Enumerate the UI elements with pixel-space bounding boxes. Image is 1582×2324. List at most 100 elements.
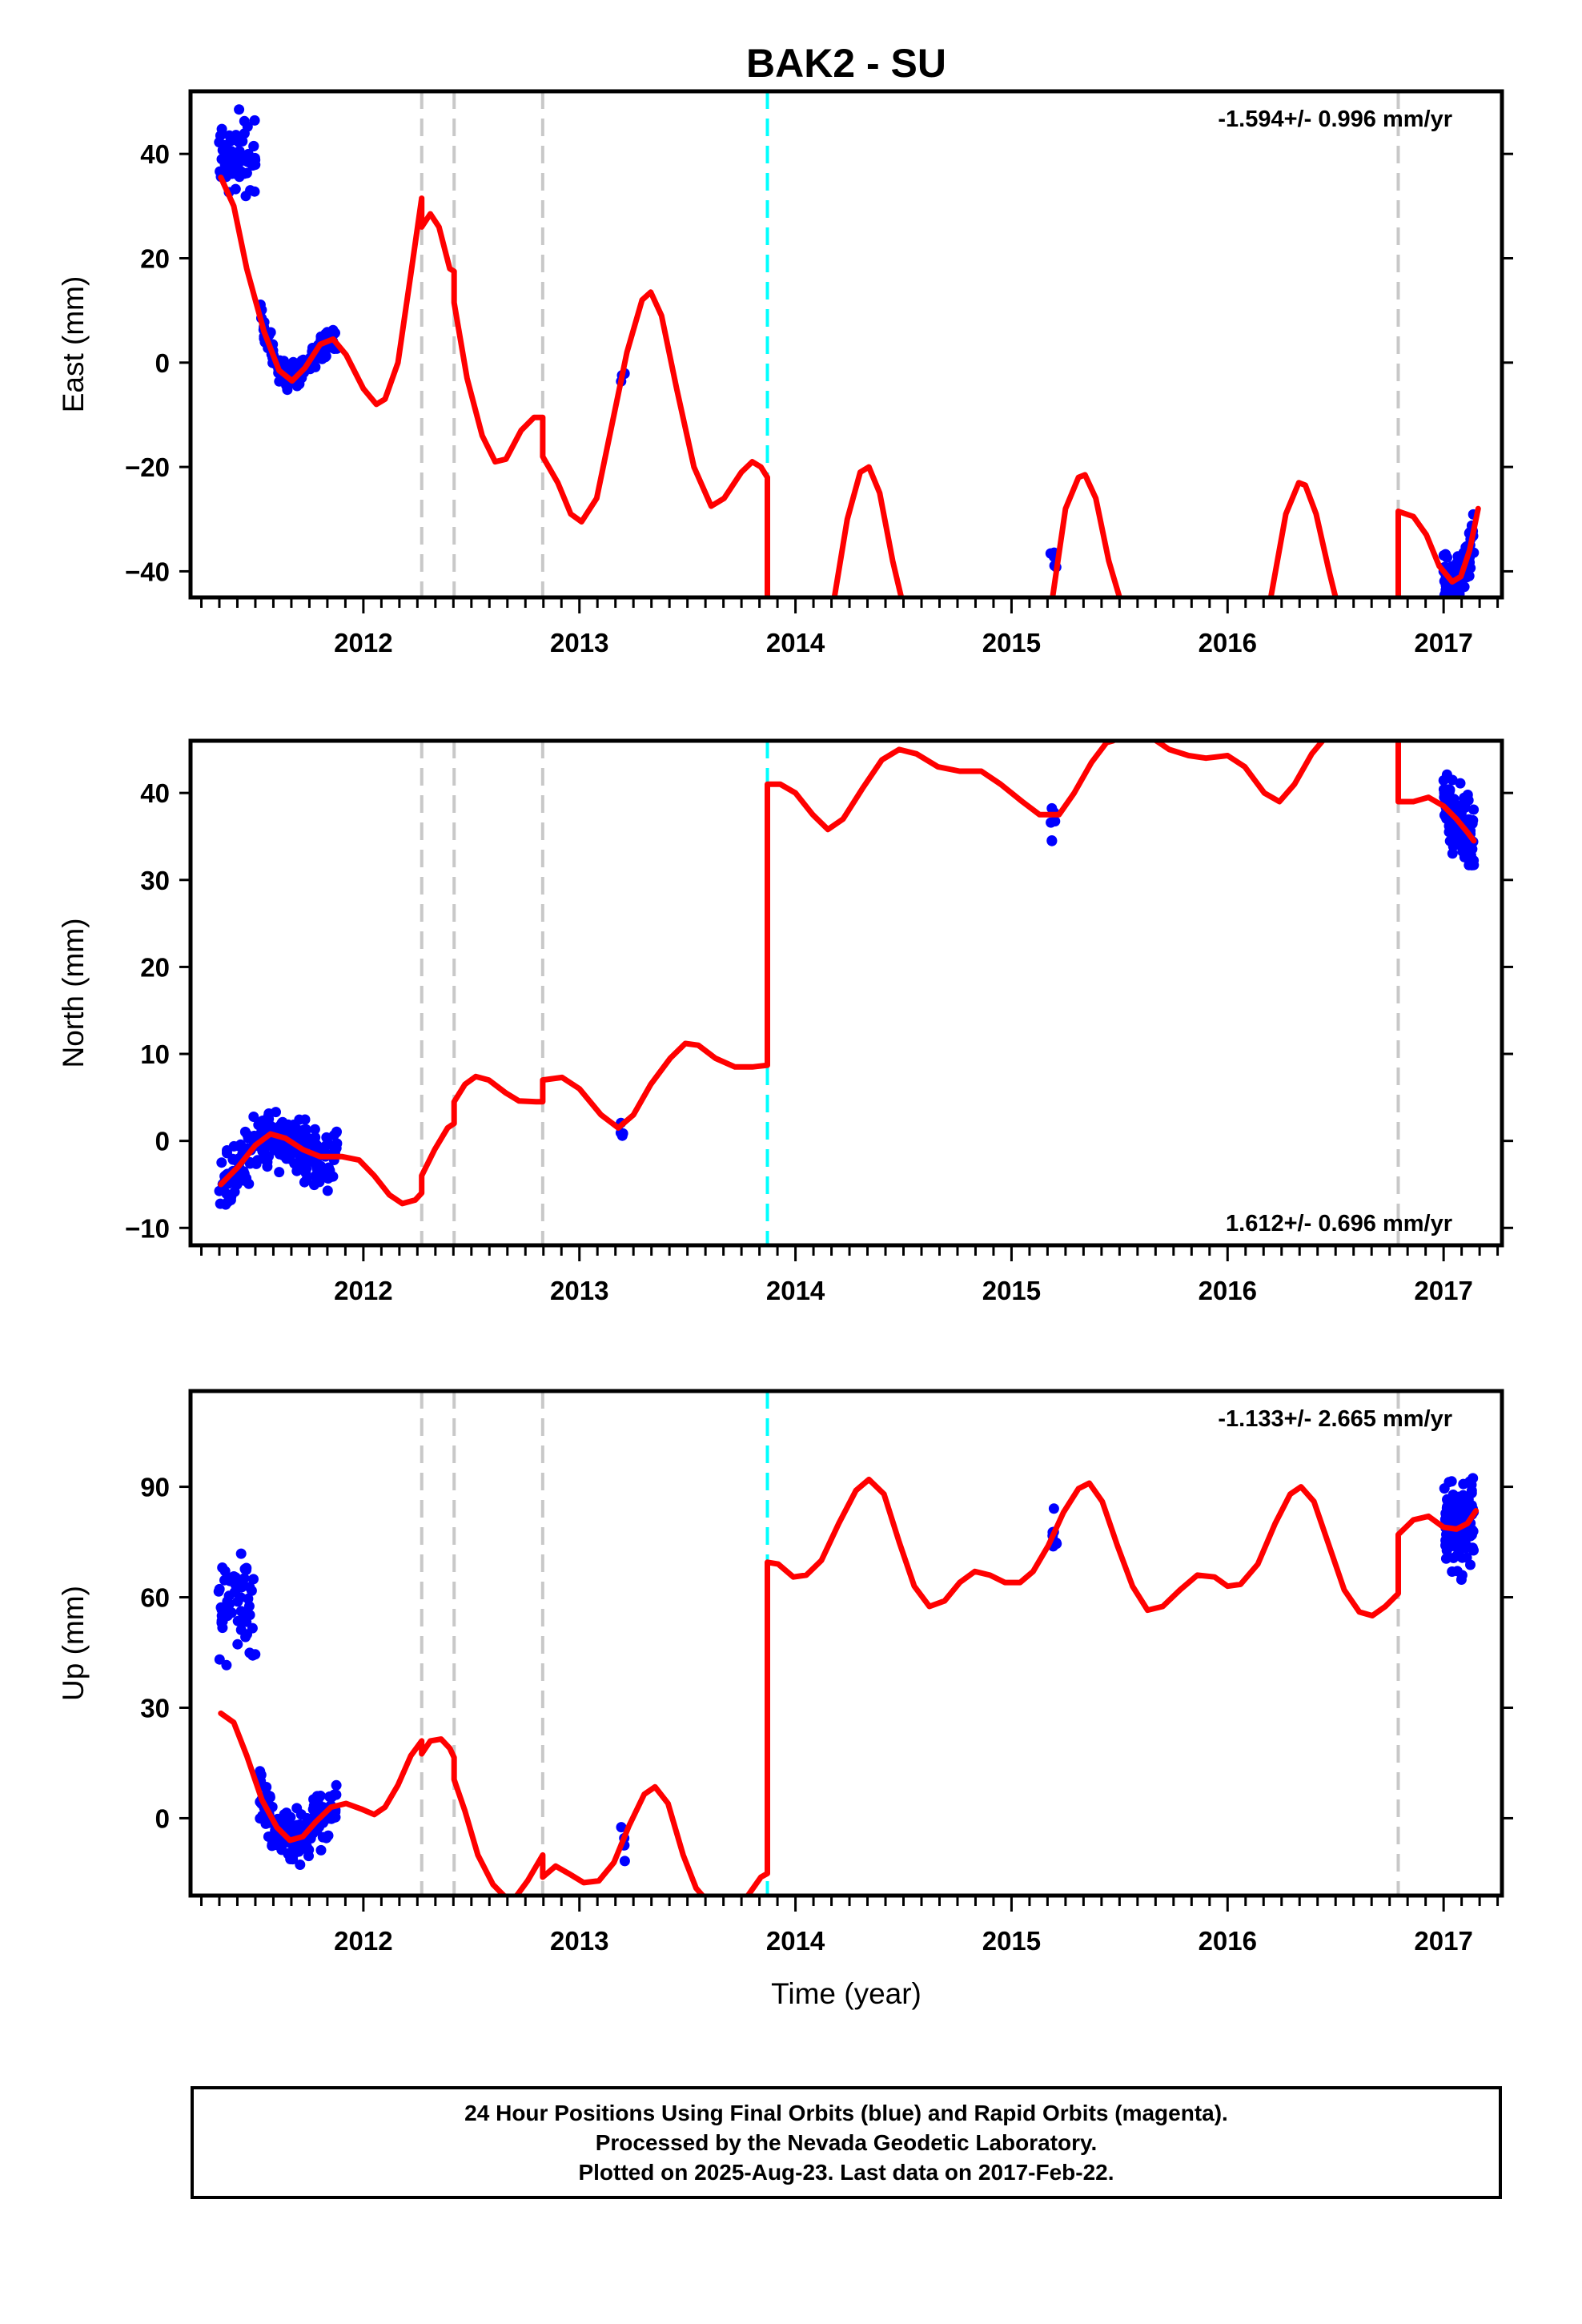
y-axis-label: Up (mm) bbox=[57, 1586, 90, 1701]
data-point bbox=[257, 1146, 268, 1157]
y-tick-label: −40 bbox=[125, 557, 170, 586]
data-point bbox=[314, 1176, 325, 1188]
data-point bbox=[249, 115, 260, 126]
plot-area bbox=[213, 1391, 1480, 1896]
data-point bbox=[1455, 778, 1466, 789]
data-point bbox=[248, 1112, 259, 1122]
data-point bbox=[617, 1128, 628, 1139]
data-point bbox=[263, 1111, 274, 1122]
caption-line-1: 24 Hour Positions Using Final Orbits (bl… bbox=[464, 2101, 1228, 2125]
data-point bbox=[227, 1154, 239, 1165]
data-point bbox=[232, 1638, 243, 1650]
data-point bbox=[224, 1598, 235, 1610]
x-tick-label: 2015 bbox=[982, 1926, 1041, 1956]
data-point bbox=[239, 1573, 250, 1584]
data-point bbox=[299, 1114, 311, 1125]
data-point bbox=[1452, 828, 1463, 839]
data-point bbox=[331, 1779, 342, 1791]
data-point bbox=[1046, 817, 1057, 828]
data-point bbox=[1460, 802, 1471, 813]
data-point bbox=[274, 376, 285, 387]
data-point bbox=[285, 1854, 296, 1864]
x-tick-label: 2012 bbox=[334, 1276, 392, 1305]
data-point bbox=[1463, 1494, 1474, 1505]
data-point bbox=[323, 1162, 334, 1173]
data-point bbox=[234, 104, 245, 115]
velocity-rate-label: -1.133+/- 2.665 mm/yr bbox=[1218, 1406, 1452, 1432]
x-tick-label: 2012 bbox=[334, 1926, 392, 1956]
data-point bbox=[217, 1562, 228, 1573]
data-point bbox=[331, 1789, 342, 1800]
data-point bbox=[1468, 859, 1480, 870]
y-tick-label: 40 bbox=[140, 139, 170, 169]
x-tick-label: 2013 bbox=[550, 1926, 608, 1956]
y-tick-label: 20 bbox=[140, 243, 170, 273]
data-point bbox=[326, 1171, 337, 1182]
plot-area bbox=[214, 741, 1480, 1245]
plot-frame bbox=[188, 1389, 1504, 1898]
x-tick-label: 2017 bbox=[1414, 1926, 1472, 1956]
model-fit-curve bbox=[218, 741, 1477, 1207]
data-point bbox=[1048, 1503, 1059, 1514]
plot-frame bbox=[188, 738, 1504, 1248]
data-point bbox=[1453, 1491, 1464, 1502]
data-point bbox=[239, 115, 250, 127]
y-tick-label: 30 bbox=[140, 1693, 170, 1723]
data-point bbox=[1461, 842, 1472, 853]
y-tick-label: 0 bbox=[155, 1803, 170, 1833]
x-tick-label: 2013 bbox=[550, 628, 608, 657]
data-point bbox=[302, 1139, 313, 1150]
data-point bbox=[1468, 1545, 1479, 1556]
data-point bbox=[1448, 1552, 1459, 1563]
caption-box: 24 Hour Positions Using Final Orbits (bl… bbox=[191, 2086, 1502, 2199]
data-point bbox=[219, 139, 231, 151]
y-tick-label: 10 bbox=[140, 1039, 170, 1069]
data-point bbox=[248, 141, 259, 152]
data-point bbox=[1454, 586, 1465, 597]
model-fit-curve bbox=[218, 1476, 1480, 1896]
data-point bbox=[331, 1127, 342, 1138]
y-tick-label: −10 bbox=[125, 1213, 170, 1243]
data-point bbox=[216, 1157, 227, 1168]
x-tick-label: 2016 bbox=[1199, 628, 1257, 657]
data-point bbox=[329, 1812, 340, 1823]
data-point bbox=[219, 163, 231, 174]
data-point bbox=[310, 361, 321, 372]
data-point bbox=[1443, 1538, 1453, 1550]
velocity-rate-label: -1.594+/- 0.996 mm/yr bbox=[1218, 107, 1452, 132]
data-point bbox=[317, 1831, 328, 1843]
x-tick-label: 2012 bbox=[334, 628, 392, 657]
data-point bbox=[235, 1548, 247, 1559]
y-axis-label: East (mm) bbox=[57, 276, 90, 413]
data-point bbox=[1458, 1478, 1469, 1490]
figure-title: BAK2 - SU bbox=[746, 41, 946, 86]
data-point bbox=[244, 1647, 255, 1659]
y-axis-label: North (mm) bbox=[57, 918, 90, 1068]
data-point bbox=[299, 1176, 310, 1188]
data-point bbox=[1442, 792, 1453, 803]
data-point bbox=[1447, 1566, 1458, 1577]
data-point bbox=[243, 1601, 255, 1612]
data-point bbox=[236, 1582, 247, 1593]
data-point bbox=[1446, 1476, 1457, 1487]
data-point bbox=[323, 1138, 334, 1149]
data-point bbox=[309, 1124, 320, 1135]
data-point bbox=[1447, 1502, 1458, 1513]
data-point bbox=[231, 130, 242, 141]
data-point bbox=[290, 1122, 301, 1133]
y-tick-label: 0 bbox=[155, 348, 170, 378]
data-point bbox=[258, 1811, 269, 1823]
data-point bbox=[1046, 835, 1058, 846]
data-point bbox=[295, 1155, 306, 1166]
data-point bbox=[323, 342, 334, 353]
data-point bbox=[217, 1622, 228, 1634]
data-point bbox=[246, 159, 257, 170]
data-point bbox=[1462, 790, 1473, 800]
data-point bbox=[214, 1583, 225, 1594]
data-point bbox=[263, 1831, 274, 1842]
data-point bbox=[329, 328, 340, 339]
plot-frame bbox=[188, 89, 1504, 600]
data-point bbox=[1449, 1531, 1460, 1542]
data-point bbox=[234, 171, 245, 183]
